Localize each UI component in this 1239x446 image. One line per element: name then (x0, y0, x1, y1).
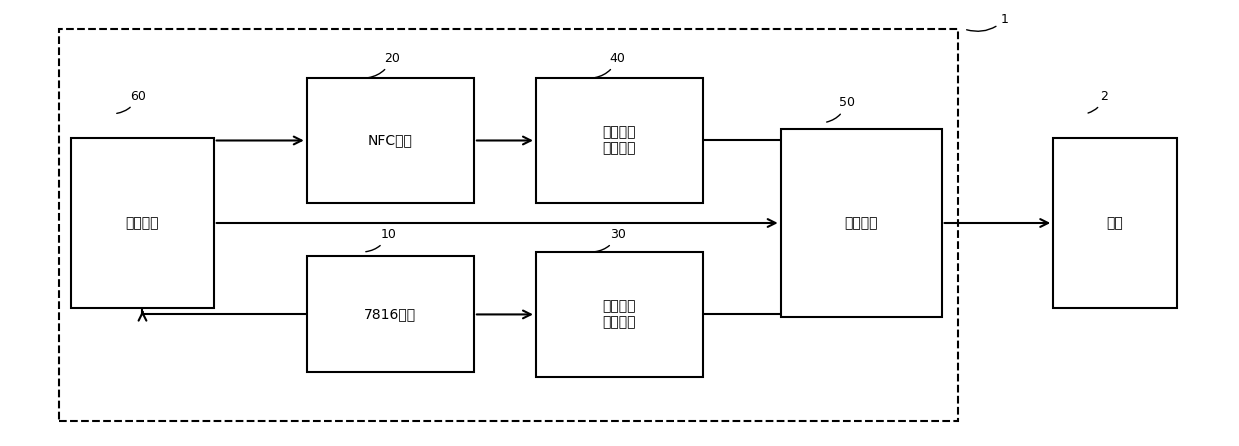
Text: 切换单元: 切换单元 (844, 216, 878, 230)
Text: 30: 30 (595, 228, 626, 252)
Text: 50: 50 (826, 96, 855, 122)
Text: 第一电压
转换单元: 第一电压 转换单元 (602, 299, 637, 330)
Text: 20: 20 (368, 52, 400, 78)
Bar (59, 29, 958, 421)
Bar (306, 78, 473, 203)
Text: 1: 1 (966, 13, 1009, 31)
Text: 比较单元: 比较单元 (125, 216, 160, 230)
Text: 10: 10 (366, 228, 396, 252)
Text: NFC天线: NFC天线 (368, 133, 413, 148)
Bar (72, 138, 214, 308)
Bar (1053, 138, 1177, 308)
Bar (781, 129, 942, 317)
Text: 7816触点: 7816触点 (364, 307, 416, 322)
Text: 2: 2 (1088, 90, 1108, 113)
Bar (535, 252, 703, 377)
Text: 负载: 负载 (1106, 216, 1124, 230)
Bar (535, 78, 703, 203)
Text: 第二电压
转换单元: 第二电压 转换单元 (602, 125, 637, 156)
Text: 60: 60 (116, 90, 146, 113)
Text: 40: 40 (595, 52, 626, 78)
Bar (306, 256, 473, 372)
